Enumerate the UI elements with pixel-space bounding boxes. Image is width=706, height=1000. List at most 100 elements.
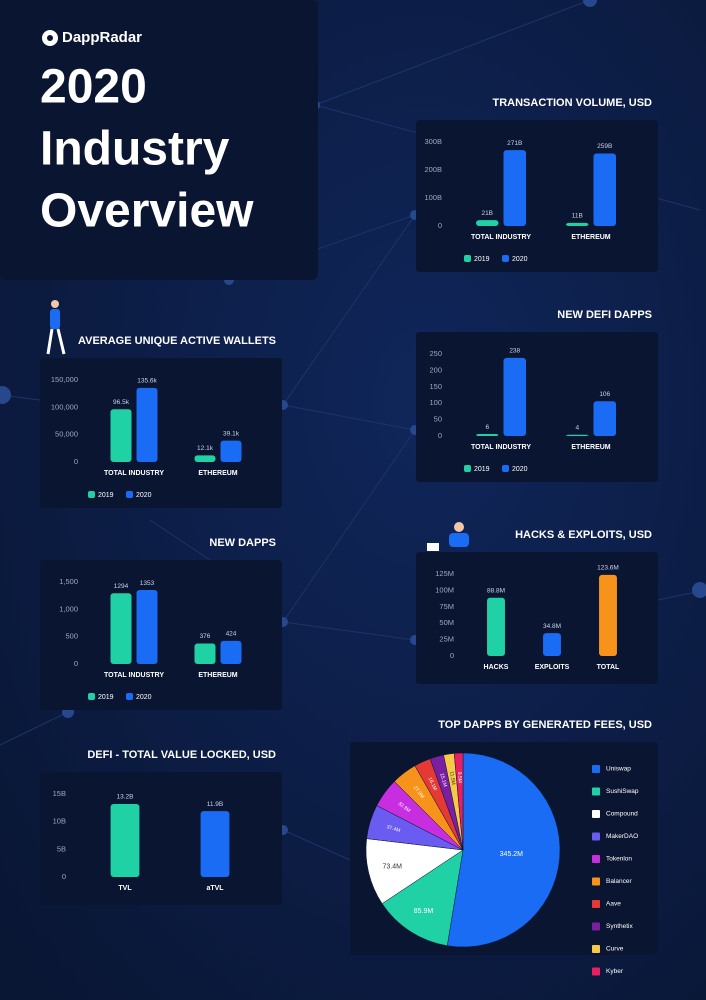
bar	[476, 434, 499, 436]
x-tick-label: HACKS	[484, 664, 509, 671]
legend-label: 2019	[98, 694, 114, 701]
legend-label: Compound	[606, 811, 638, 818]
chart-title: HACKS & EXPLOITS, USD	[515, 529, 652, 541]
data-label: 21B	[481, 210, 493, 217]
y-tick-label: 1,000	[59, 604, 78, 613]
y-tick-label: 150,000	[51, 375, 78, 384]
x-tick-label: TOTAL	[597, 664, 620, 671]
bar	[566, 434, 589, 436]
chart-title: NEW DAPPS	[209, 537, 276, 549]
y-tick-label: 15B	[53, 789, 66, 798]
slice-label: 9.5M	[456, 772, 462, 783]
bar	[220, 440, 242, 462]
legend-swatch	[502, 255, 509, 262]
x-tick-label: ETHEREUM	[571, 444, 610, 451]
slice-label: 18.1M	[427, 777, 438, 792]
y-tick-label: 150	[429, 382, 442, 391]
data-label: 11.9B	[207, 801, 224, 808]
bar	[194, 643, 216, 664]
x-tick-label: TOTAL INDUSTRY	[471, 234, 531, 241]
legend-swatch	[592, 922, 600, 931]
data-label: 11B	[572, 213, 583, 220]
legend-label: 2020	[512, 466, 528, 473]
legend-label: Synthetix	[606, 923, 633, 930]
y-tick-label: 100M	[435, 585, 454, 594]
legend-swatch	[592, 787, 600, 796]
legend-label: 2020	[136, 694, 152, 701]
bar	[566, 222, 589, 226]
legend-label: 2019	[474, 256, 490, 263]
data-label: 271B	[507, 140, 522, 147]
bar	[200, 811, 230, 877]
legend-label: 2019	[474, 466, 490, 473]
bar	[136, 387, 158, 462]
y-tick-label: 1,500	[59, 577, 78, 586]
data-label: 259B	[597, 143, 612, 150]
data-label: 13.2B	[117, 794, 134, 801]
bar	[487, 597, 505, 656]
x-tick-label: TOTAL INDUSTRY	[104, 672, 164, 679]
legend-label: 2020	[136, 492, 152, 499]
legend-swatch	[464, 465, 471, 472]
x-tick-label: ETHEREUM	[198, 672, 237, 679]
x-tick-label: aTVL	[206, 885, 224, 892]
bar	[136, 590, 158, 664]
chart-panel	[40, 358, 282, 508]
x-tick-label: TOTAL INDUSTRY	[471, 444, 531, 451]
legend-swatch	[592, 832, 600, 841]
chart-title: TRANSACTION VOLUME, USD	[493, 97, 653, 109]
data-label: 376	[200, 633, 211, 640]
data-label: 238	[509, 348, 520, 355]
chart-panel	[40, 772, 282, 905]
data-label: 1294	[114, 583, 129, 590]
y-tick-label: 100B	[424, 193, 442, 202]
legend-label: Curve	[606, 946, 624, 953]
bar	[503, 357, 526, 436]
y-tick-label: 25M	[439, 635, 454, 644]
x-tick-label: EXPLOITS	[535, 664, 570, 671]
chart-panel	[416, 552, 658, 684]
bar	[593, 153, 616, 226]
legend-swatch	[464, 255, 471, 262]
bar	[220, 640, 242, 664]
data-label: 135.6k	[137, 378, 157, 385]
bar	[476, 220, 499, 226]
page-title: Overview	[40, 185, 254, 238]
data-label: 424	[226, 631, 237, 638]
bar	[593, 401, 616, 436]
y-tick-label: 75M	[439, 602, 454, 611]
legend-swatch	[126, 693, 133, 700]
legend-label: SushiSwap	[606, 788, 639, 795]
legend-label: Kyber	[606, 968, 624, 975]
legend-label: Aave	[606, 901, 621, 908]
legend-swatch	[592, 855, 600, 863]
x-tick-label: TOTAL INDUSTRY	[104, 470, 164, 477]
data-label: 1353	[140, 580, 155, 587]
chart-title: AVERAGE UNIQUE ACTIVE WALLETS	[78, 335, 276, 347]
legend-swatch	[592, 765, 600, 773]
y-tick-label: 50M	[439, 618, 454, 627]
slice-label: 73.4M	[382, 864, 402, 871]
slice-label: 15.1M	[438, 773, 448, 788]
data-label: 6	[485, 424, 489, 431]
data-label: 96.5k	[113, 399, 130, 406]
y-tick-label: 200B	[424, 165, 442, 174]
pie-slice	[446, 752, 561, 948]
slice-label: 37.4M	[386, 824, 401, 834]
pie-slice	[453, 752, 464, 851]
bar	[110, 803, 140, 877]
legend-label: Tokenlon	[606, 856, 632, 863]
slice-label: 11.5M	[448, 771, 456, 785]
legend-swatch	[88, 491, 95, 498]
pie-slice	[381, 849, 464, 946]
y-tick-label: 0	[438, 431, 442, 440]
chart-panel	[416, 332, 658, 482]
chart-title: NEW DEFI DAPPS	[557, 309, 652, 321]
y-tick-label: 0	[62, 872, 66, 881]
y-tick-label: 10B	[53, 817, 66, 826]
data-label: 34.8M	[543, 623, 561, 630]
page-title: Industry	[40, 123, 230, 176]
data-label: 12.1k	[197, 445, 214, 452]
brand-name: DappRadar	[62, 29, 142, 46]
